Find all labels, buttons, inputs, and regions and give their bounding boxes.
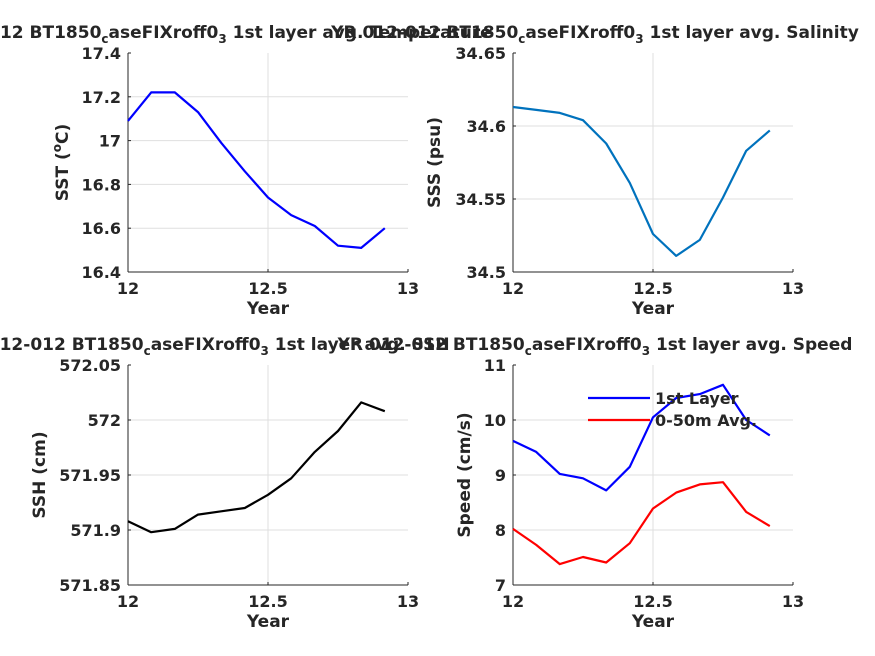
y-tick-label: 572.05 <box>59 356 121 375</box>
title-subscript: c <box>144 344 151 358</box>
x-axis-label: Year <box>246 299 290 319</box>
chart-title: YR 012-012 BT1850caseFIXroff03 1st layer… <box>337 335 853 358</box>
y-axis-label-unit: C) <box>53 124 73 144</box>
title-subscript: c <box>525 344 532 358</box>
y-axis-label: SSH (cm) <box>30 431 50 518</box>
y-tick-label: 17.2 <box>82 88 121 107</box>
title-part: aseFIXroff0 <box>151 335 261 355</box>
x-tick-label: 12.5 <box>633 592 672 611</box>
series-line-1 <box>127 91 386 249</box>
x-tick-label: 13 <box>782 279 804 298</box>
series-line-1 <box>512 383 771 492</box>
y-tick-label: 34.6 <box>467 117 506 136</box>
y-tick-label: 10 <box>484 411 506 430</box>
x-tick-label: 12.5 <box>633 279 672 298</box>
y-tick-label: 571.9 <box>70 521 121 540</box>
x-tick-label: 13 <box>782 592 804 611</box>
legend-label-1: 1st Layer <box>655 389 739 408</box>
series-line-1 <box>512 105 771 257</box>
series-line-2 <box>512 481 771 566</box>
x-axis-label: Year <box>631 299 675 319</box>
x-tick-label: 13 <box>397 592 419 611</box>
chart-panel-2: 34.5 34.55 34.6 34.65 12 12.5 13 Year SSS (psu) Y… <box>330 23 859 319</box>
title-subscript: 3 <box>642 344 650 358</box>
chart-title: YR 012-012 BT1850caseFIXroff03 1st layer… <box>330 23 859 46</box>
title-part: YR 012-012 BT1850 <box>0 335 144 355</box>
title-part: YR 012-012 BT1850 <box>337 335 525 355</box>
y-tick-label: 16.8 <box>82 175 121 194</box>
x-axis-label: Year <box>246 612 290 632</box>
y-tick-label: 11 <box>484 356 506 375</box>
y-axis-label: SST (oC) <box>50 124 73 202</box>
title-subscript: 3 <box>261 344 269 358</box>
x-tick-label: 12 <box>502 279 524 298</box>
y-tick-label: 17.4 <box>82 44 121 63</box>
legend-label-2: 0-50m Avg. <box>655 411 757 430</box>
chart-panel-4: 7 8 9 10 11 12 12.5 13 Year Speed (cm/s) YR 012-01… <box>337 335 853 632</box>
y-tick-label: 8 <box>495 521 506 540</box>
chart-title: YR 012-012 BT1850caseFIXroff03 1st layer… <box>0 23 492 46</box>
y-tick-label: 34.65 <box>455 44 506 63</box>
y-tick-label: 16.4 <box>82 263 121 282</box>
title-part: 1st layer avg. Temperature <box>227 23 492 43</box>
x-tick-label: 13 <box>397 279 419 298</box>
x-tick-label: 12 <box>117 592 139 611</box>
chart-panel-1: 16.4 16.6 16.8 17 17.2 17.4 12 12.5 13 Year SST (o… <box>0 23 492 319</box>
x-tick-label: 12 <box>502 592 524 611</box>
y-tick-label: 7 <box>495 576 506 595</box>
x-axis-label: Year <box>631 612 675 632</box>
title-part: 1st layer avg. SSH <box>269 335 450 355</box>
y-tick-label: 571.85 <box>59 576 121 595</box>
title-part: aseFIXroff0 <box>109 23 219 43</box>
y-tick-label: 9 <box>495 466 506 485</box>
title-part: aseFIXroff0 <box>525 23 635 43</box>
x-tick-label: 12.5 <box>248 592 287 611</box>
y-tick-label: 34.55 <box>455 190 506 209</box>
series-line-1 <box>127 401 386 534</box>
y-axis-label: Speed (cm/s) <box>455 412 475 537</box>
title-part: 1st layer avg. Salinity <box>644 23 859 43</box>
title-subscript: c <box>518 32 525 46</box>
y-tick-label: 572 <box>88 411 121 430</box>
y-tick-label: 16.6 <box>82 219 121 238</box>
degree-superscript: o <box>50 144 64 152</box>
y-tick-label: 34.5 <box>467 263 506 282</box>
title-part: YR 012-012 BT1850 <box>330 23 518 43</box>
legend: 1st Layer 0-50m Avg. <box>588 389 757 430</box>
x-tick-label: 12.5 <box>248 279 287 298</box>
title-part: YR 012-012 BT1850 <box>0 23 102 43</box>
y-axis-label: SSS (psu) <box>425 117 445 208</box>
title-subscript: 3 <box>635 32 643 46</box>
chart-panel-3: 571.85 571.9 571.95 572 572.05 12 12.5 13 Year SS… <box>0 335 450 632</box>
y-tick-label: 571.95 <box>59 466 121 485</box>
chart-title: YR 012-012 BT1850caseFIXroff03 1st layer… <box>0 335 450 358</box>
title-part: 1st layer avg. Speed <box>650 335 852 355</box>
x-tick-label: 12 <box>117 279 139 298</box>
y-tick-label: 17 <box>99 132 121 151</box>
title-part: aseFIXroff0 <box>532 335 642 355</box>
title-subscript: c <box>101 32 108 46</box>
title-subscript: 3 <box>218 32 226 46</box>
